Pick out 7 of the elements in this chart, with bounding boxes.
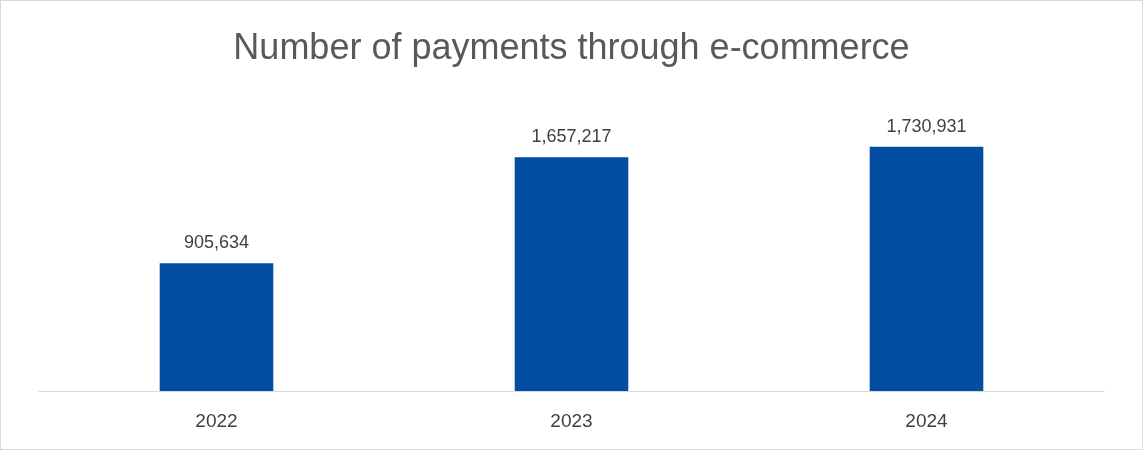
chart-title: Number of payments through e-commerce: [233, 25, 910, 67]
data-label: 1,730,931: [886, 115, 967, 136]
x-tick-label: 2024: [905, 410, 949, 431]
data-label: 1,657,217: [531, 126, 612, 147]
x-tick-label: 2022: [195, 410, 238, 431]
x-tick-label: 2023: [550, 410, 593, 431]
data-label: 905,634: [183, 232, 250, 253]
